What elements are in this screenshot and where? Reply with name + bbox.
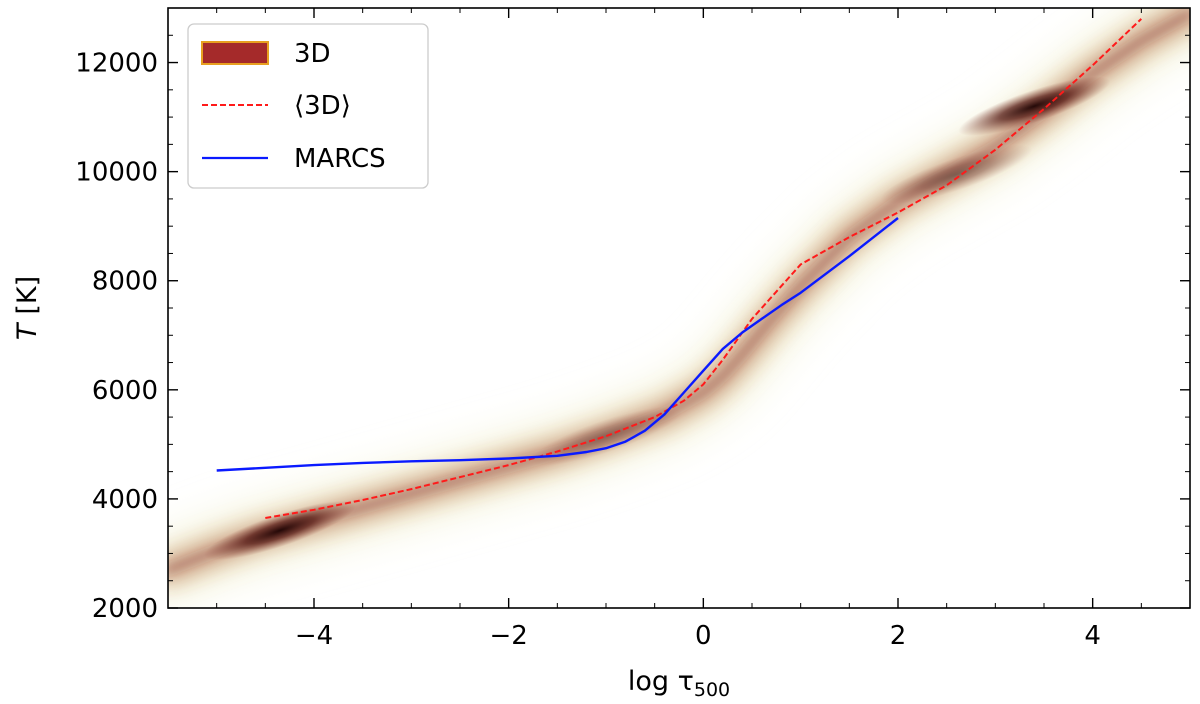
x-tick-label: −2 [490,621,528,651]
legend-label-mean-3d: ⟨3D⟩ [294,91,351,121]
x-tick-label: 2 [890,621,907,651]
line-marcs [216,217,899,472]
x-tick-label: 0 [695,621,712,651]
y-tick-label: 12000 [75,49,158,79]
x-tick-label: 4 [1084,621,1101,651]
x-axis-label: log τ500 [628,666,730,701]
density-hotspot-1 [203,500,356,561]
legend-swatch-3d [201,41,269,65]
legend-label-marcs: MARCS [294,144,386,174]
legend-label-3d: 3D [294,39,331,69]
y-tick-label: 8000 [92,267,158,297]
line-mean-3d [265,18,1142,519]
x-tick-label: −4 [295,621,333,651]
y-tick-label: 10000 [75,158,158,188]
y-tick-label: 4000 [92,485,158,515]
density-hotspot-2 [958,76,1111,136]
density-hotspot-4 [880,144,1033,205]
y-tick-label: 6000 [92,376,158,406]
legend: 3D ⟨3D⟩ MARCS [187,23,429,189]
y-tick-label: 2000 [92,594,158,624]
density-3d [168,8,1190,601]
y-axis-label: T[K] [12,276,43,340]
x-axis-label-subscript: 500 [694,679,730,701]
